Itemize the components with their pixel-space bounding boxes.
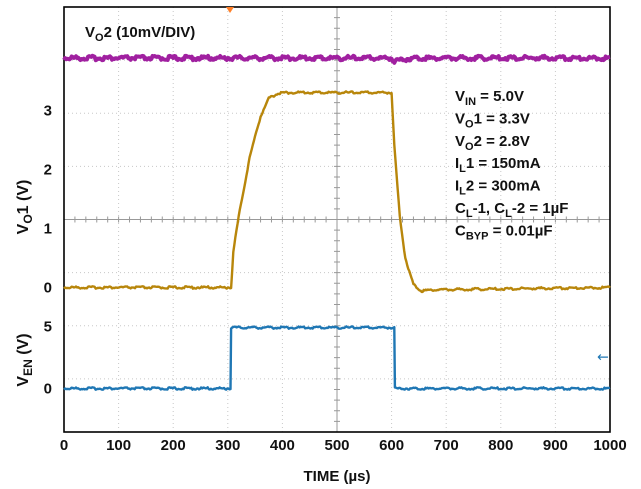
condition-note: VO2 = 2.8V — [455, 133, 530, 153]
x-tick-label: 400 — [270, 437, 295, 454]
trace-vo1 — [63, 90, 611, 294]
x-tick-label: 0 — [60, 437, 68, 454]
x-tick-label: 500 — [324, 437, 349, 454]
condition-note: CBYP = 0.01µF — [455, 222, 553, 242]
trigger-marker-icon — [226, 7, 234, 13]
x-tick-label: 300 — [215, 437, 240, 454]
vo2-scale-label: VO2 (10mV/DIV) — [85, 24, 195, 44]
x-tick-label: 800 — [488, 437, 513, 454]
x-axis-title: TIME (µs) — [304, 468, 371, 485]
ven-axis-label: VEN (V) — [15, 333, 35, 386]
x-tick-label: 900 — [543, 437, 568, 454]
condition-note: CL-1, CL-2 = 1µF — [455, 200, 568, 220]
y-tick-label-vo1: 2 — [44, 161, 52, 178]
channel-offset-marker-icon: ← — [597, 349, 609, 365]
trace-ven — [63, 325, 611, 391]
tick-labels: 0 100 200 300 400 500 600 700 800 900 1000 0 1 2 3 0 5 — [44, 102, 627, 454]
y-tick-label-vo1: 0 — [44, 279, 52, 296]
condition-note: IL2 = 300mA — [455, 178, 541, 198]
y-tick-label-ven: 0 — [44, 380, 52, 397]
x-tick-label: 600 — [379, 437, 404, 454]
x-tick-label: 1000 — [593, 437, 626, 454]
condition-note: IL1 = 150mA — [455, 155, 541, 175]
vo1-axis-label: VO1 (V) — [15, 180, 35, 235]
y-tick-label-vo1: 1 — [44, 220, 52, 237]
condition-note: VIN = 5.0V — [455, 88, 524, 108]
x-tick-label: 100 — [106, 437, 131, 454]
grid — [64, 7, 610, 432]
x-tick-label: 700 — [434, 437, 459, 454]
plot-border — [63, 6, 611, 433]
condition-note: VO1 = 3.3V — [455, 110, 530, 130]
traces: ← — [62, 53, 611, 391]
trace-vo2 — [62, 53, 611, 65]
x-tick-label: 200 — [161, 437, 186, 454]
y-tick-label-ven: 5 — [44, 318, 52, 335]
y-tick-label-vo1: 3 — [44, 102, 52, 119]
